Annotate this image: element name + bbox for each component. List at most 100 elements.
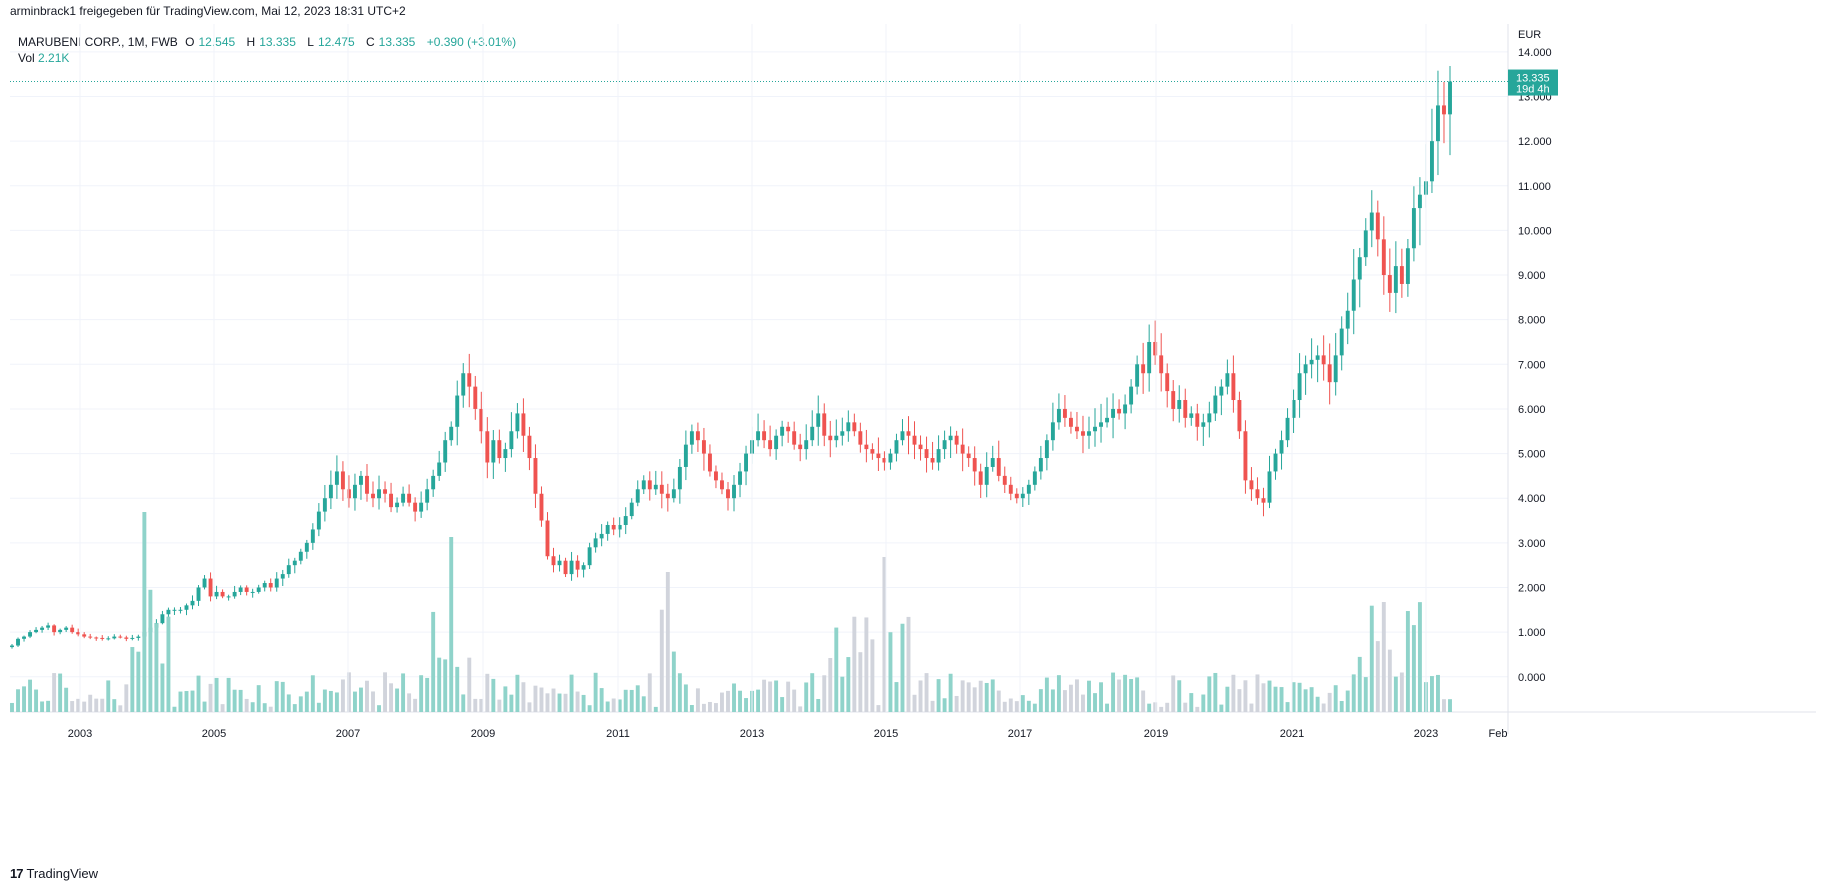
y-tick-label: 14.000: [1518, 47, 1552, 59]
volume-bar: [431, 611, 436, 712]
candle-body: [431, 475, 436, 490]
candle-body: [1399, 266, 1404, 284]
candle-body: [1123, 404, 1128, 414]
volume-bar: [1327, 692, 1332, 712]
volume-bar: [100, 698, 105, 712]
y-tick-label: 12.000: [1518, 136, 1552, 148]
candle-body: [22, 636, 26, 639]
candle-body: [46, 625, 51, 628]
volume-bar: [1032, 703, 1037, 712]
candle-body: [467, 373, 472, 387]
candle-body: [1417, 194, 1422, 209]
candle-body: [1189, 413, 1194, 418]
volume-bar: [894, 682, 899, 712]
volume-bar: [16, 689, 20, 712]
candlestick-chart[interactable]: 0.000 1.000 2.000 3.000 4.000 5.000 6.000 7.000…: [10, 24, 1816, 829]
volume-bar: [70, 701, 75, 712]
volume-bar: [359, 687, 363, 712]
candle-body: [1044, 440, 1049, 459]
y-tick-label: 8.000: [1518, 315, 1546, 327]
candle-body: [744, 453, 748, 472]
candle-body: [1357, 257, 1362, 280]
candle-body: [76, 632, 81, 635]
candle-body: [533, 458, 538, 494]
candle-body: [1207, 413, 1212, 423]
candle-body: [94, 637, 99, 639]
volume-bar: [924, 673, 929, 712]
volume-bar: [395, 688, 400, 712]
candle-body: [593, 538, 598, 548]
candle-body: [1381, 239, 1386, 276]
candle-body: [250, 591, 255, 593]
candle-body: [1345, 310, 1350, 329]
open-value: 12.545: [198, 35, 236, 49]
volume-bar: [1075, 679, 1079, 712]
candle-body: [1448, 81, 1452, 115]
volume-bar: [695, 688, 700, 712]
candle-body: [461, 373, 466, 396]
candle-body: [635, 489, 640, 503]
volume-bar: [58, 673, 63, 712]
volume-bar: [262, 703, 267, 712]
candle-body: [822, 413, 827, 436]
volume-bar: [635, 685, 640, 712]
volume-bar: [1002, 701, 1007, 712]
candle-body: [1339, 328, 1344, 356]
volume-bar: [714, 703, 718, 712]
candle-body: [262, 583, 267, 588]
volume-bar: [605, 701, 610, 712]
volume-bar: [316, 702, 321, 712]
candle-body: [334, 471, 339, 485]
candle-body: [852, 422, 857, 432]
candle-body: [972, 458, 977, 472]
volume-bar: [413, 698, 418, 712]
volume-value: 2.21K: [38, 51, 70, 65]
candle-body: [948, 435, 953, 441]
candle-body: [521, 413, 526, 436]
volume-bar: [473, 698, 478, 712]
volume-bar: [160, 663, 165, 712]
volume-bar: [1231, 674, 1236, 712]
candle-body: [10, 645, 14, 648]
volume-bar: [581, 694, 586, 712]
volume-bar: [1111, 672, 1116, 712]
volume-bar: [906, 616, 911, 712]
candle-body: [28, 632, 33, 637]
volume-bar: [744, 698, 748, 712]
volume-legend: Vol 2.21K: [18, 51, 69, 65]
candle-body: [774, 435, 779, 450]
candle-body: [671, 489, 676, 499]
x-tick-label: 2021: [1280, 728, 1304, 740]
candle-body: [118, 636, 123, 638]
low-value: 12.475: [317, 35, 355, 49]
volume-bar: [1393, 676, 1398, 712]
candle-body: [581, 565, 586, 570]
candle-body: [202, 578, 207, 588]
candle-body: [64, 627, 69, 630]
chart-area[interactable]: 0.000 1.000 2.000 3.000 4.000 5.000 6.000 7.000…: [10, 24, 1816, 829]
candle-body: [1279, 440, 1284, 454]
candle-body: [653, 484, 658, 490]
volume-bar: [22, 686, 26, 712]
volume-bar: [1135, 677, 1140, 712]
volume-bar: [340, 679, 345, 712]
close-value: 13.335: [378, 35, 416, 49]
candle-body: [665, 493, 670, 499]
volume-bar: [1309, 687, 1314, 712]
candle-body: [617, 524, 622, 530]
candle-body: [587, 547, 592, 566]
volume-bar: [1291, 682, 1296, 712]
volume-bar: [533, 685, 538, 712]
x-tick-label: 2011: [606, 728, 630, 740]
bar-countdown: 19d 4h: [1516, 84, 1550, 96]
volume-bar: [798, 706, 803, 712]
volume-bar: [539, 687, 544, 712]
volume-bar: [677, 673, 682, 712]
volume-bar: [1171, 675, 1176, 712]
volume-bar: [671, 651, 676, 712]
volume-bar: [1014, 701, 1019, 712]
candle-body: [100, 637, 105, 639]
volume-bar: [485, 673, 490, 712]
symbol-label: MARUBENI CORP., 1M, FWB: [18, 35, 178, 49]
candle-body: [942, 440, 947, 450]
